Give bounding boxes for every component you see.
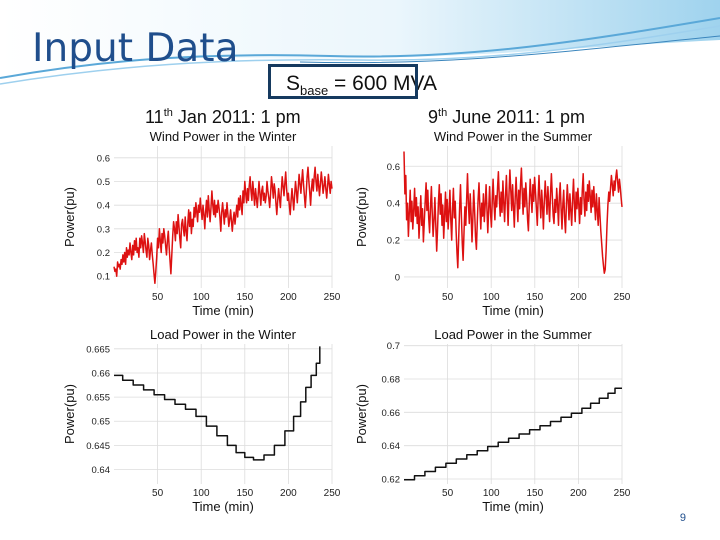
- y-tick-label: 0.62: [382, 475, 401, 486]
- x-tick-label: 50: [442, 292, 454, 303]
- winter-date-label: 11th Jan 2011: 1 pm: [145, 107, 301, 127]
- series-line: [403, 151, 623, 274]
- load-summer-chart: Load Power in the Summer 50 100 150 200 250 0.…: [354, 327, 631, 514]
- plot-area: [404, 344, 622, 484]
- x-tick-label: 100: [483, 488, 500, 499]
- x-tick-label: 100: [193, 488, 210, 499]
- plot-area: [114, 146, 332, 288]
- y-axis-label: Power(pu): [354, 187, 369, 247]
- y-tick-label: 0.5: [97, 177, 110, 188]
- x-tick-label: 200: [570, 488, 587, 499]
- x-tick-label: 200: [280, 488, 297, 499]
- y-tick-label: 0.2: [387, 236, 400, 247]
- x-tick-label: 50: [442, 488, 454, 499]
- y-tick-label: 0.7: [387, 341, 400, 352]
- y-tick-label: 0.64: [92, 465, 111, 476]
- y-tick-label: 0.2: [97, 248, 110, 259]
- x-tick-label: 100: [483, 292, 500, 303]
- y-tick-label: 0.66: [92, 368, 111, 379]
- sbase-highlight-box: [268, 64, 418, 99]
- x-tick-label: 250: [324, 488, 340, 499]
- x-tick-label: 200: [570, 292, 587, 303]
- y-tick-label: 0.665: [86, 344, 110, 355]
- x-tick-label: 150: [236, 488, 253, 499]
- y-tick-label: 0.655: [86, 393, 110, 404]
- x-tick-label: 50: [152, 292, 164, 303]
- chart-title: Wind Power in the Summer: [434, 129, 593, 144]
- y-tick-label: 0.1: [97, 272, 110, 283]
- x-tick-label: 50: [152, 488, 164, 499]
- chart-title: Load Power in the Summer: [434, 327, 592, 342]
- x-tick-label: 250: [614, 488, 631, 499]
- y-tick-label: 0.6: [387, 162, 400, 173]
- y-tick-label: 0.68: [382, 375, 401, 386]
- y-tick-label: 0.4: [97, 201, 110, 212]
- x-tick-label: 250: [614, 292, 631, 303]
- y-tick-label: 0.66: [382, 408, 401, 419]
- x-axis-label: Time (min): [482, 303, 544, 318]
- header-swoosh-decoration: [0, 0, 720, 85]
- y-tick-label: 0: [395, 272, 400, 283]
- wind-winter-chart: Wind Power in the Winter 50 100 150 200 250 0.…: [62, 129, 340, 318]
- x-axis-label: Time (min): [192, 499, 254, 514]
- y-tick-label: 0.64: [382, 441, 401, 452]
- series-line: [404, 387, 622, 481]
- y-tick-label: 0.6: [97, 153, 110, 164]
- x-axis-label: Time (min): [482, 499, 544, 514]
- y-tick-label: 0.3: [97, 224, 110, 235]
- y-axis-label: Power(pu): [62, 187, 77, 247]
- series-line: [113, 166, 333, 285]
- y-tick-label: 0.4: [387, 199, 400, 210]
- load-winter-chart: Load Power in the Winter 50 100 150 200 250 0.…: [62, 327, 340, 514]
- y-axis-label: Power(pu): [62, 384, 77, 444]
- plot-area: [114, 344, 332, 484]
- x-tick-label: 150: [526, 488, 543, 499]
- chart-title: Wind Power in the Winter: [150, 129, 297, 144]
- series-line: [114, 346, 321, 461]
- y-tick-label: 0.645: [86, 441, 110, 452]
- sbase-label: Sbase = 600 MVA: [286, 72, 437, 99]
- summer-date-label: 9th June 2011: 1 pm: [428, 107, 585, 127]
- y-axis-label: Power(pu): [354, 384, 369, 444]
- x-tick-label: 200: [280, 292, 297, 303]
- chart-title: Load Power in the Winter: [150, 327, 297, 342]
- plot-area: [404, 146, 622, 288]
- x-tick-label: 100: [193, 292, 210, 303]
- y-tick-label: 0.65: [92, 417, 111, 428]
- page-number: 9: [679, 512, 686, 524]
- wind-summer-chart: Wind Power in the Summer 50 100 150 200 250 0 0…: [354, 129, 631, 318]
- x-tick-label: 250: [324, 292, 340, 303]
- x-axis-label: Time (min): [192, 303, 254, 318]
- x-tick-label: 150: [526, 292, 543, 303]
- x-tick-label: 150: [236, 292, 253, 303]
- slide-title: Input Data: [32, 26, 239, 71]
